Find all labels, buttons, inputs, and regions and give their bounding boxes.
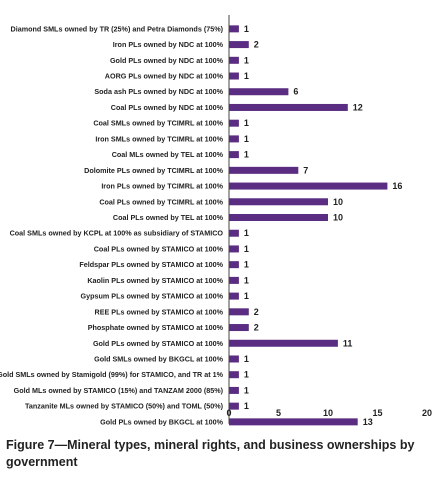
category-label: REE PLs owned by STAMICO at 100% — [95, 307, 224, 316]
data-label: 10 — [333, 197, 343, 207]
bar — [229, 261, 239, 269]
data-label: 1 — [244, 275, 249, 285]
data-label: 13 — [363, 417, 373, 427]
x-tick-label: 20 — [422, 408, 432, 418]
data-label: 6 — [293, 87, 298, 97]
data-label: 2 — [254, 307, 259, 317]
data-label: 1 — [244, 291, 249, 301]
category-label: Phosphate owned by STAMICO at 100% — [88, 323, 224, 332]
bar — [229, 292, 239, 300]
data-label: 1 — [244, 244, 249, 254]
bar — [229, 166, 299, 174]
data-label: 1 — [244, 134, 249, 144]
data-label: 7 — [303, 165, 308, 175]
category-label: Gold PLs owned by NDC at 100% — [110, 56, 224, 65]
data-label: 1 — [244, 354, 249, 364]
data-label: 1 — [244, 55, 249, 65]
x-tick-label: 10 — [323, 408, 333, 418]
bar — [229, 229, 239, 237]
data-label: 1 — [244, 228, 249, 238]
data-label: 1 — [244, 401, 249, 411]
category-label: AORG PLs owned by NDC at 100% — [105, 72, 224, 81]
data-label: 1 — [244, 260, 249, 270]
data-label: 1 — [244, 71, 249, 81]
category-label: Gold PLs owned by BKGCL at 100% — [100, 417, 223, 426]
data-label: 11 — [343, 338, 353, 348]
category-label: Coal PLs owned by TEL at 100% — [113, 213, 224, 222]
bar — [229, 355, 239, 363]
category-label: Kaolin PLs owned by STAMICO at 100% — [87, 276, 223, 285]
x-tick-label: 5 — [276, 408, 281, 418]
category-label: Feldspar PLs owned by STAMICO at 100% — [79, 260, 223, 269]
category-label: Soda ash PLs owned by NDC at 100% — [94, 87, 223, 96]
x-tick-label: 15 — [372, 408, 382, 418]
category-label: Coal PLs owned by NDC at 100% — [111, 103, 224, 112]
category-label: Diamond SMLs owned by TR (25%) and Petra… — [11, 24, 224, 33]
bar — [229, 56, 239, 64]
data-label: 1 — [244, 385, 249, 395]
data-label: 12 — [353, 102, 363, 112]
bar — [229, 276, 239, 284]
data-label: 1 — [244, 370, 249, 380]
bar — [229, 324, 249, 332]
bar — [229, 245, 239, 253]
figure-caption: Figure 7—Mineral types, mineral rights, … — [6, 438, 415, 469]
bar — [229, 88, 289, 96]
bar — [229, 308, 249, 316]
bar — [229, 418, 358, 426]
bar — [229, 182, 388, 190]
category-label: Iron PLs owned by NDC at 100% — [113, 40, 224, 49]
data-label: 1 — [244, 150, 249, 160]
bars — [229, 25, 388, 426]
category-label: Coal PLs owned by STAMICO at 100% — [94, 244, 224, 253]
category-label: Iron PLs owned by TCIMRL at 100% — [101, 182, 223, 191]
category-labels: Diamond SMLs owned by TR (25%) and Petra… — [0, 24, 224, 426]
data-label: 10 — [333, 213, 343, 223]
data-label: 16 — [392, 181, 402, 191]
bar — [229, 103, 348, 111]
x-tick-labels: 0 5 10 15 20 — [226, 408, 432, 418]
bar — [229, 402, 239, 410]
category-label: Gold PLs owned by STAMICO at 100% — [93, 339, 224, 348]
bar — [229, 41, 249, 49]
category-label: Coal PLs owned by TCIMRL at 100% — [99, 197, 223, 206]
bar — [229, 214, 328, 221]
category-label: Iron SMLs owned by TCIMRL at 100% — [95, 134, 223, 143]
bar — [229, 339, 338, 347]
bar — [229, 25, 239, 33]
x-tick-label: 0 — [226, 408, 231, 418]
category-label: Gold MLs owned by STAMICO (15%) and TANZ… — [14, 386, 224, 395]
bar — [229, 72, 239, 80]
category-label: Coal SMLs owned by TCIMRL at 100% — [93, 119, 223, 128]
category-label: Coal MLs owned by TEL at 100% — [112, 150, 224, 159]
bar — [229, 386, 239, 394]
bar-chart: Diamond SMLs owned by TR (25%) and Petra… — [0, 15, 432, 427]
bar — [229, 119, 239, 127]
data-label: 1 — [244, 118, 249, 128]
bar — [229, 371, 239, 379]
data-label: 2 — [254, 323, 259, 333]
category-label: Coal SMLs owned by KCPL at 100% as subsi… — [10, 229, 224, 238]
bar — [229, 135, 239, 143]
category-label: Dolomite PLs owned by TCIMRL at 100% — [84, 166, 223, 175]
data-label: 1 — [244, 24, 249, 34]
bar — [229, 198, 328, 206]
category-label: Gold SMLs owned by BKGCL at 100% — [94, 354, 223, 363]
bar — [229, 151, 239, 159]
category-label: Gold SMLs owned by Stamigold (99%) for S… — [0, 370, 224, 379]
data-label: 2 — [254, 40, 259, 50]
category-label: Gypsum PLs owned by STAMICO at 100% — [81, 292, 224, 301]
category-label: Tanzanite MLs owned by STAMICO (50%) and… — [25, 402, 224, 411]
